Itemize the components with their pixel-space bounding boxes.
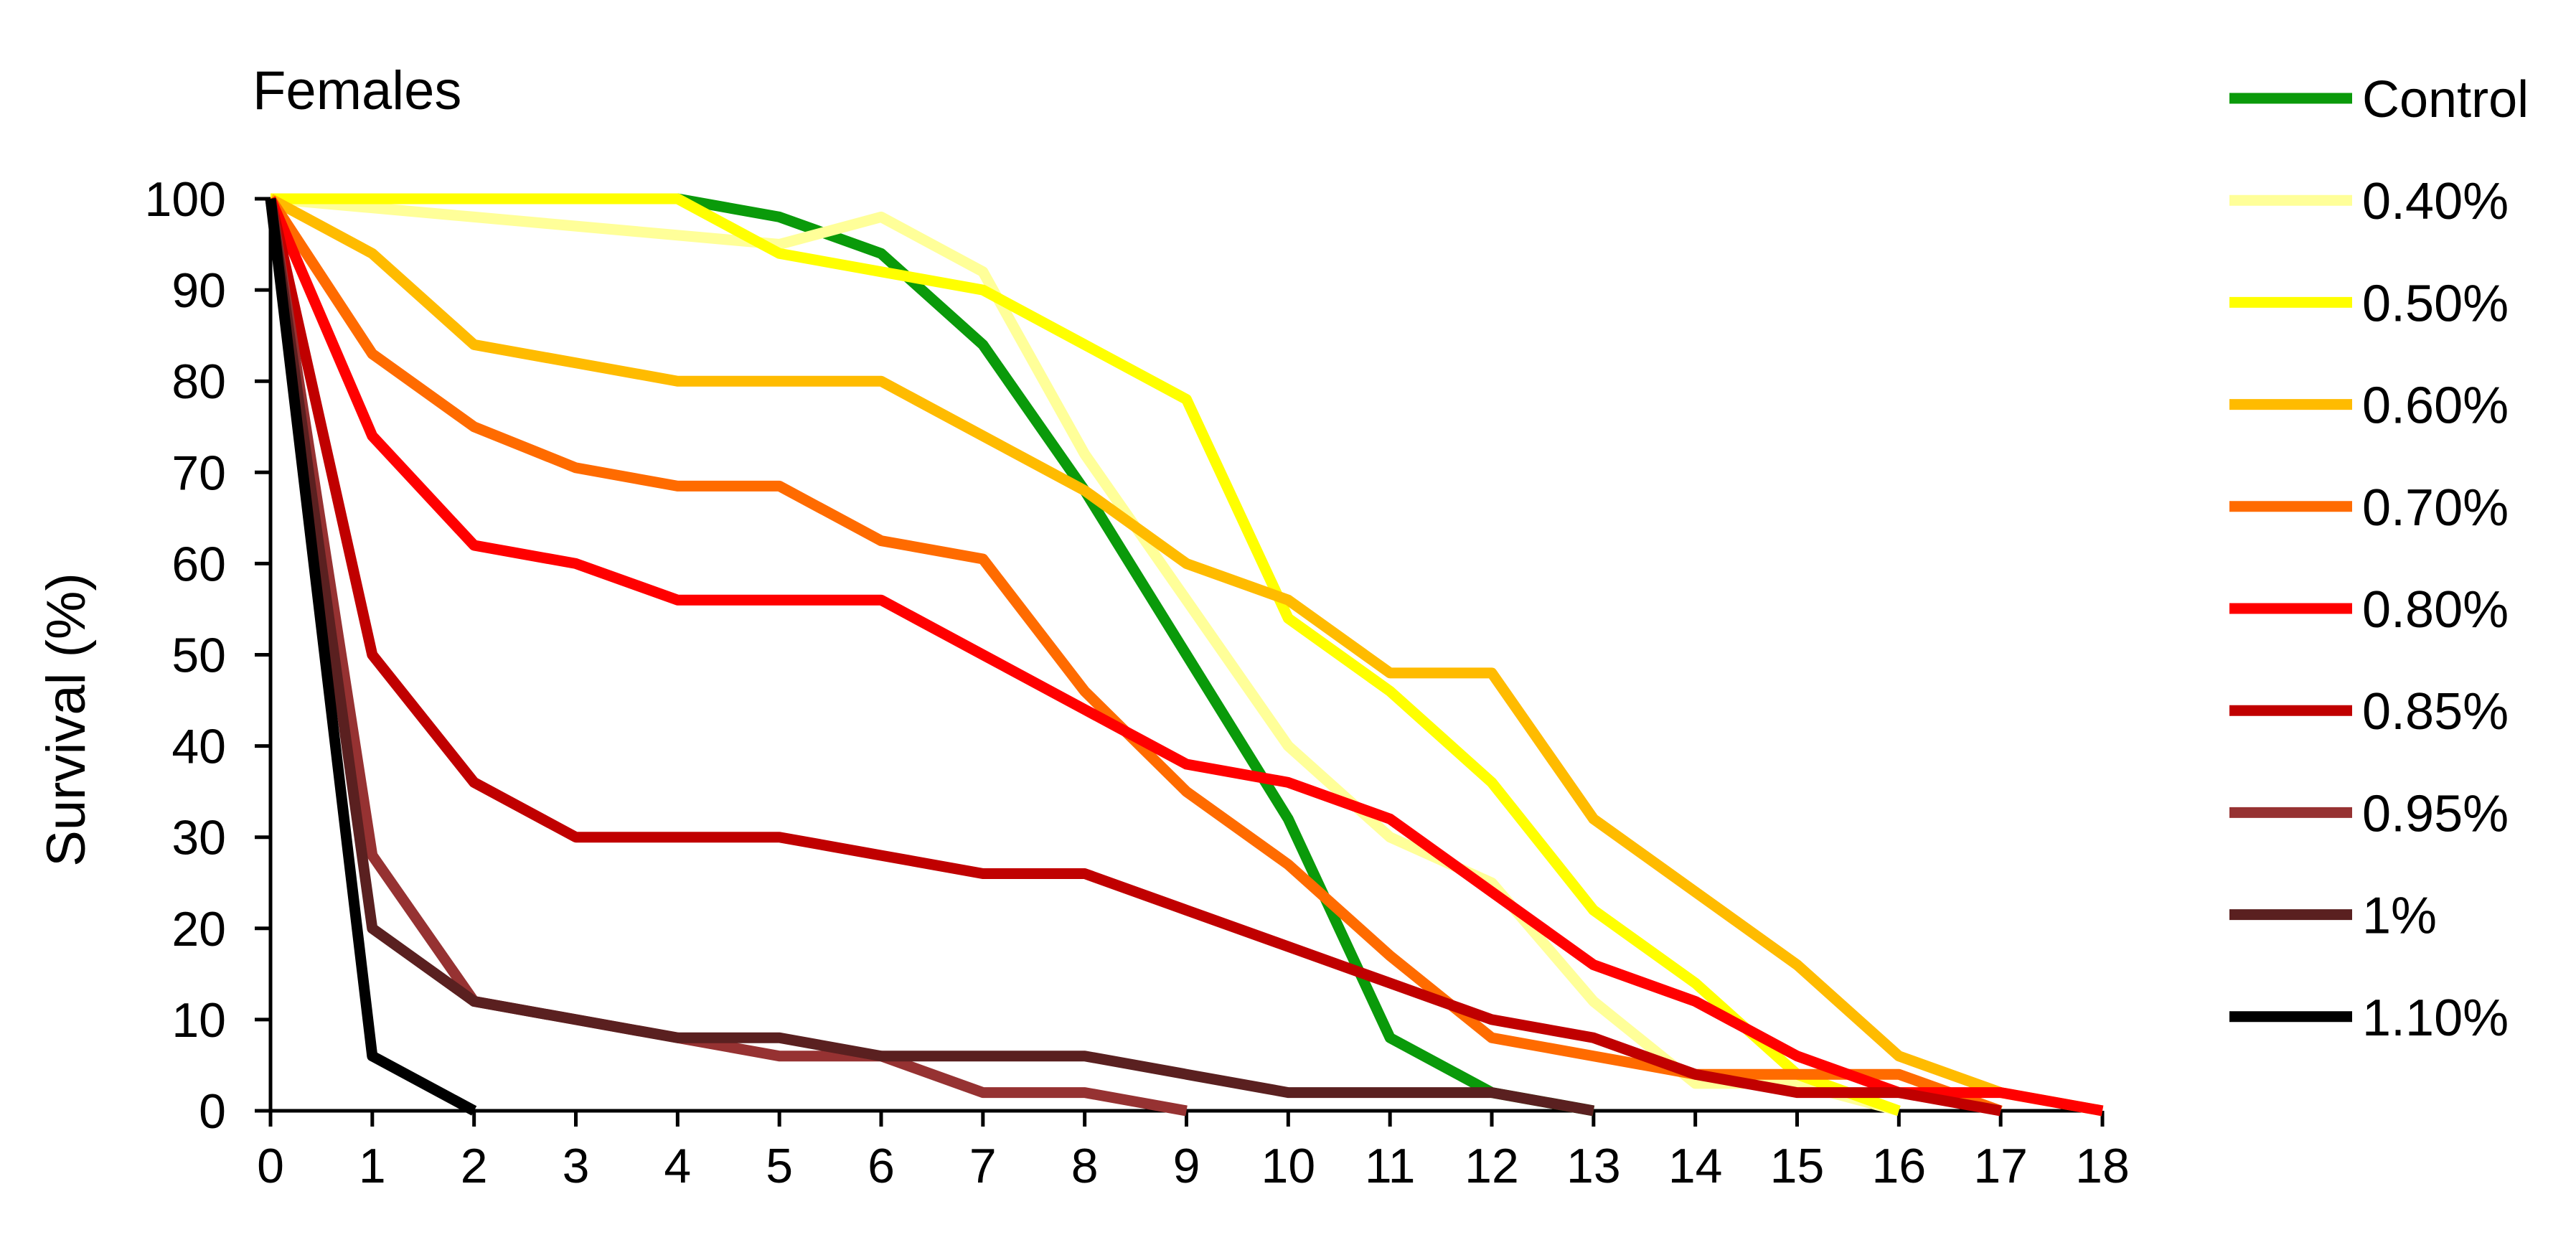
series-line-0-40: [270, 193, 1901, 1117]
x-tick-label: 9: [1173, 1139, 1200, 1193]
series-line-0-95: [265, 197, 1188, 1117]
y-tick-label: 10: [171, 993, 226, 1048]
series-lines: [265, 193, 2104, 1117]
x-tick-label: 12: [1465, 1139, 1519, 1193]
x-tick-label: 7: [969, 1139, 997, 1193]
x-tick-label: 18: [2075, 1139, 2130, 1193]
x-tick-label: 10: [1261, 1139, 1316, 1193]
x-tick-label: 5: [766, 1139, 793, 1193]
chart-title: Females: [253, 60, 461, 121]
y-tick-label: 60: [171, 537, 226, 591]
legend-label: Control: [2362, 71, 2529, 128]
x-tick-label: 1: [359, 1139, 386, 1193]
y-tick-label: 90: [171, 263, 226, 318]
x-tick-label: 4: [664, 1139, 691, 1193]
legend-label: 1.10%: [2362, 990, 2509, 1047]
y-tick-label: 50: [171, 629, 226, 683]
x-tick-label: 2: [461, 1139, 488, 1193]
x-tick-label: 17: [1973, 1139, 2028, 1193]
legend-label: 0.70%: [2362, 479, 2509, 537]
legend-label: 0.85%: [2362, 683, 2509, 741]
legend-label: 0.60%: [2362, 377, 2509, 435]
y-tick-label: 40: [171, 720, 226, 774]
series-line-0-50: [271, 193, 1901, 1117]
x-tick-label: 14: [1668, 1139, 1723, 1193]
series-line-0-60: [268, 194, 2104, 1117]
series-line-1: [265, 197, 1595, 1117]
y-tick-label: 70: [171, 446, 226, 500]
y-tick-label: 80: [171, 354, 226, 409]
legend-label: 0.40%: [2362, 173, 2509, 230]
series-line-0-85: [265, 197, 2002, 1117]
series-line-0-70: [265, 195, 2003, 1117]
legend-label: 0.50%: [2362, 275, 2509, 332]
x-tick-label: 15: [1770, 1139, 1825, 1193]
series-line-0-80: [265, 197, 2104, 1117]
series-line-1-10: [265, 198, 477, 1116]
x-tick-label: 3: [563, 1139, 590, 1193]
x-tick-label: 16: [1872, 1139, 1927, 1193]
x-tick-label: 11: [1365, 1139, 1416, 1193]
y-tick-label: 0: [199, 1084, 226, 1139]
legend-label: 0.80%: [2362, 581, 2509, 639]
y-axis-title: Survival (%): [36, 573, 97, 867]
legend: Control 0.40% 0.50% 0.60% 0.70% 0.80% 0.85% 0.9…: [2229, 71, 2529, 1047]
x-tick-label: 0: [257, 1139, 284, 1193]
legend-label: 1%: [2362, 888, 2437, 945]
legend-label: 0.95%: [2362, 785, 2509, 842]
y-tick-label: 20: [171, 902, 226, 957]
x-tick-label: 13: [1566, 1139, 1621, 1193]
x-tick-label: 8: [1071, 1139, 1099, 1193]
y-tick-label: 100: [145, 172, 226, 227]
x-tick-label: 6: [868, 1139, 895, 1193]
y-tick-label: 30: [171, 811, 226, 865]
